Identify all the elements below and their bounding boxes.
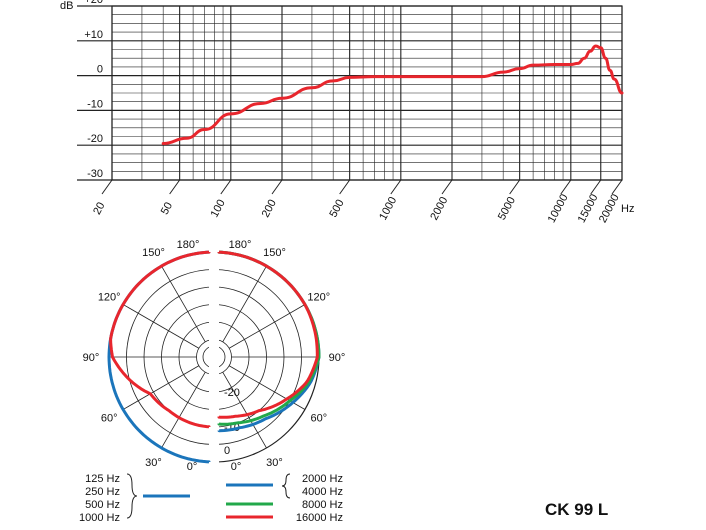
x-tick-mark bbox=[560, 179, 572, 195]
y-tick-label: -20 bbox=[87, 133, 103, 145]
x-tick-mark bbox=[101, 179, 113, 195]
legend-right-label: 2000 Hz bbox=[302, 473, 343, 485]
polar-radial-tick-label: -20 bbox=[224, 387, 240, 399]
legend-right-label: 16000 Hz bbox=[296, 512, 343, 524]
polar-angle-label: 60° bbox=[101, 413, 118, 425]
polar-angle-label: 150° bbox=[263, 247, 286, 259]
polar-spoke bbox=[222, 371, 267, 449]
polar-angle-label: 120° bbox=[307, 292, 330, 304]
frequency-y-tick-labels: +20 +10 0 -10 -20 -30 bbox=[84, 0, 103, 180]
x-tick-label: 10000 bbox=[546, 192, 571, 225]
x-tick-label: 20000 bbox=[597, 192, 622, 225]
polar-angle-label: 120° bbox=[98, 292, 121, 304]
frequency-response-grid bbox=[77, 5, 623, 181]
x-axis-unit-label: Hz bbox=[621, 203, 634, 215]
polar-angle-label: 90° bbox=[329, 352, 346, 364]
polar-series bbox=[107, 250, 321, 464]
polar-curve bbox=[217, 250, 321, 433]
x-tick-label: 200 bbox=[260, 198, 279, 220]
legend-left-label: 125 Hz bbox=[85, 473, 120, 485]
x-tick-mark bbox=[169, 179, 181, 195]
model-name: CK 99 L bbox=[545, 500, 609, 519]
x-tick-mark bbox=[611, 179, 623, 195]
polar-spoke bbox=[161, 371, 206, 449]
frequency-response-series bbox=[161, 44, 624, 145]
legend-right-brace bbox=[281, 473, 291, 499]
y-tick-label: +10 bbox=[84, 29, 103, 41]
legend-right-label: 4000 Hz bbox=[302, 486, 343, 498]
polar-angle-label: 90° bbox=[83, 352, 100, 364]
polar-angle-label: 180° bbox=[177, 239, 200, 251]
legend-right-label: 8000 Hz bbox=[302, 499, 343, 511]
x-tick-label: 100 bbox=[209, 198, 228, 220]
x-tick-mark bbox=[390, 179, 402, 195]
legend-left-brace bbox=[126, 473, 138, 519]
polar-angle-label: 30° bbox=[266, 457, 283, 469]
polar-angle-labels: 180° 180° 150° 150° 120° 120° 90° 90° 60° 60° 30° 3… bbox=[83, 239, 346, 473]
polar-angle-label: 0° bbox=[187, 461, 198, 473]
polar-grid bbox=[108, 238, 320, 476]
x-tick-mark bbox=[441, 179, 453, 195]
polar-spoke bbox=[122, 365, 200, 410]
y-tick-label: 0 bbox=[97, 64, 103, 76]
polar-angle-label: 0° bbox=[231, 461, 242, 473]
polar-spoke bbox=[222, 265, 267, 343]
legend-left-label: 500 Hz bbox=[85, 499, 120, 511]
y-tick-label: -10 bbox=[87, 98, 103, 110]
x-tick-label: 5000 bbox=[496, 195, 518, 222]
polar-angle-label: 60° bbox=[310, 413, 327, 425]
polar-spoke bbox=[161, 265, 206, 343]
y-tick-label: -30 bbox=[87, 168, 103, 180]
x-tick-label: 2000 bbox=[428, 195, 450, 222]
y-axis-unit-label: dB bbox=[60, 0, 73, 12]
x-tick-label: 50 bbox=[159, 200, 175, 216]
x-tick-label: 500 bbox=[327, 198, 346, 220]
x-tick-mark bbox=[339, 179, 351, 195]
polar-spoke bbox=[122, 304, 200, 349]
legend-left-label: 250 Hz bbox=[85, 486, 120, 498]
polar-center-gap bbox=[209, 344, 219, 370]
x-tick-mark bbox=[271, 179, 283, 195]
y-tick-label: +20 bbox=[84, 0, 103, 6]
polar-curve bbox=[217, 250, 319, 419]
x-tick-mark bbox=[590, 179, 602, 195]
x-tick-mark bbox=[509, 179, 521, 195]
frequency-response-line bbox=[161, 44, 624, 145]
x-tick-label: 20 bbox=[91, 200, 107, 216]
x-tick-label: 1000 bbox=[377, 195, 399, 222]
polar-angle-label: 30° bbox=[145, 457, 162, 469]
polar-curve bbox=[109, 250, 211, 429]
polar-spoke bbox=[228, 304, 306, 349]
legend-left-label: 1000 Hz bbox=[79, 512, 120, 524]
polar-angle-label: 180° bbox=[229, 239, 252, 251]
polar-angle-label: 150° bbox=[142, 247, 165, 259]
polar-radial-tick-label: 0 bbox=[224, 445, 230, 457]
x-tick-mark bbox=[220, 179, 232, 195]
